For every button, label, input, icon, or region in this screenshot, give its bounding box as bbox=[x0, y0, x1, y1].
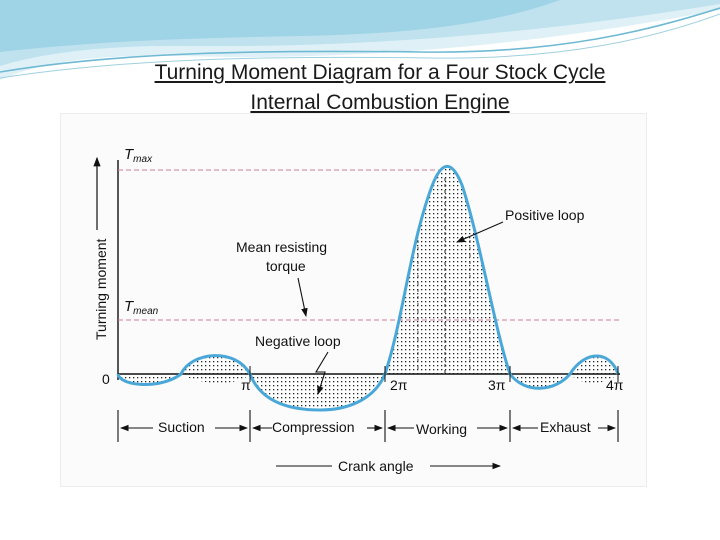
tick-label-2pi: 2π bbox=[390, 377, 408, 393]
slide-title-line-2: Internal Combustion Engine bbox=[250, 91, 510, 114]
tmax-label: Tmax bbox=[124, 146, 153, 165]
tick-label-pi: π bbox=[241, 377, 251, 393]
x-axis-label: Crank angle bbox=[338, 458, 414, 474]
positive-loop-fill bbox=[385, 166, 510, 374]
tick-label-4pi: 4π bbox=[606, 377, 624, 393]
tick-label-3pi: 3π bbox=[488, 377, 506, 393]
origin-label: 0 bbox=[102, 371, 110, 387]
stroke-label-compression: Compression bbox=[272, 419, 354, 435]
negative-loop-label: Negative loop bbox=[255, 333, 341, 349]
slide-title: Turning Moment Diagram for a Four Stock … bbox=[60, 58, 700, 118]
exhaust-small-loop bbox=[510, 374, 618, 389]
tmean-label: Tmean bbox=[124, 298, 159, 317]
header-swoosh-decoration bbox=[0, 0, 720, 80]
mean-resisting-label-line1: Mean resisting bbox=[236, 239, 327, 255]
exhaust-positive-hump bbox=[570, 356, 618, 374]
y-axis-label: Turning moment bbox=[93, 238, 109, 340]
positive-loop-label: Positive loop bbox=[505, 207, 585, 223]
stroke-label-suction: Suction bbox=[158, 419, 205, 435]
diagram-panel bbox=[60, 113, 647, 487]
stroke-label-exhaust: Exhaust bbox=[540, 419, 591, 435]
negative-loop-fill bbox=[250, 374, 385, 410]
mean-resisting-label-line2: torque bbox=[266, 258, 306, 274]
turning-moment-curve bbox=[116, 165, 620, 412]
suction-small-loop bbox=[118, 374, 250, 385]
slide-title-line-1: Turning Moment Diagram for a Four Stock … bbox=[154, 61, 606, 84]
suction-positive-hump bbox=[181, 355, 250, 374]
stroke-label-working: Working bbox=[416, 421, 467, 437]
